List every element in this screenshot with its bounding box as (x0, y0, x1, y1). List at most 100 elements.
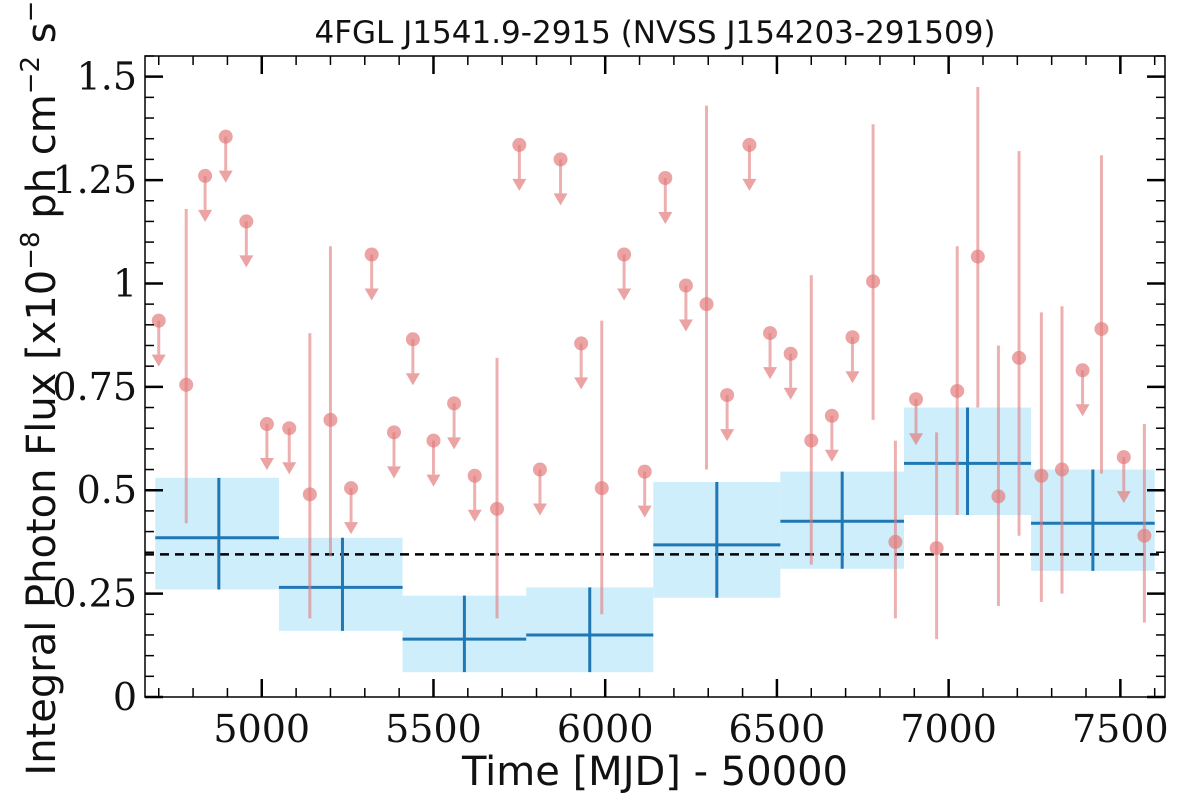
upper-limit-arrow-29 (1116, 491, 1131, 504)
y-axis-title-end: s (19, 22, 65, 56)
y-tick-label-0: 0 (113, 675, 137, 719)
upper-limit-point-15 (553, 152, 568, 167)
detection-point-14 (1034, 468, 1049, 483)
upper-limit-point-22 (742, 137, 757, 152)
upper-limit-point-12 (467, 468, 482, 483)
upper-limit-arrow-28 (1075, 404, 1090, 417)
detection-point-3 (490, 501, 505, 516)
y-axis-title-mid: ph cm (19, 94, 65, 231)
upper-limit-arrow-9 (405, 373, 420, 386)
upper-limit-arrow-16 (574, 377, 589, 390)
detection-point-11 (970, 249, 985, 264)
upper-limit-point-27 (909, 392, 924, 407)
detection-point-0 (179, 377, 194, 392)
upper-limit-arrow-10 (426, 474, 441, 487)
upper-limit-arrow-23 (763, 367, 778, 380)
detection-point-7 (866, 274, 881, 289)
long-bin-error-box-1 (278, 537, 403, 631)
upper-limit-arrow-11 (447, 437, 462, 450)
upper-limit-point-28 (1075, 363, 1090, 378)
upper-limit-arrow-24 (783, 387, 798, 400)
detection-point-6 (804, 433, 819, 448)
x-tick-label-3: 6500 (729, 707, 826, 751)
upper-limit-arrow-14 (532, 503, 547, 516)
upper-limit-arrow-8 (386, 466, 401, 479)
y-tick-label-5: 1.25 (52, 158, 137, 202)
upper-limit-point-2 (218, 129, 233, 144)
upper-limit-point-3 (239, 214, 254, 229)
x-axis-title: Time [MJD] - 50000 (461, 749, 848, 795)
upper-limit-point-6 (344, 481, 359, 496)
upper-limit-point-1 (198, 168, 213, 183)
upper-limit-arrow-21 (720, 429, 735, 442)
chart-title: 4FGL J1541.9-2915 (NVSS J154203-291509) (314, 15, 995, 51)
x-tick-label-1: 5500 (385, 707, 482, 751)
upper-limit-arrow-13 (512, 178, 527, 191)
upper-limit-arrow-27 (909, 433, 924, 446)
detection-point-5 (699, 297, 714, 312)
detection-point-10 (950, 383, 965, 398)
detection-point-13 (1012, 350, 1027, 365)
x-tick-label-0: 5000 (213, 707, 310, 751)
upper-limit-arrow-25 (824, 449, 839, 462)
upper-limit-arrow-3 (239, 255, 254, 268)
upper-limit-point-5 (282, 421, 297, 436)
upper-limit-point-19 (658, 170, 673, 185)
x-tick-label-2: 6000 (557, 707, 654, 751)
plot-frame (144, 55, 1166, 698)
upper-limit-point-24 (783, 346, 798, 361)
upper-limit-arrow-5 (282, 462, 297, 475)
upper-limit-point-4 (259, 417, 274, 432)
upper-limit-point-11 (447, 396, 462, 411)
upper-limit-point-18 (637, 464, 652, 479)
detection-point-12 (991, 489, 1006, 504)
upper-limit-arrow-20 (678, 319, 693, 332)
upper-limit-point-21 (720, 388, 735, 403)
y-tick-label-1: 0.25 (52, 572, 137, 616)
upper-limit-point-0 (151, 313, 166, 328)
upper-limit-arrow-22 (742, 178, 757, 191)
detection-point-16 (1094, 321, 1109, 336)
detection-point-17 (1137, 528, 1152, 543)
upper-limit-point-10 (426, 433, 441, 448)
detection-point-4 (594, 481, 609, 496)
y-tick-label-6: 1.5 (77, 55, 137, 99)
detection-point-8 (888, 534, 903, 549)
y-axis-title-exp1: −8 (16, 231, 46, 269)
upper-limit-point-20 (678, 278, 693, 293)
y-tick-label-2: 0.5 (77, 468, 137, 512)
upper-limit-arrow-18 (637, 505, 652, 518)
upper-limit-point-9 (405, 332, 420, 347)
y-axis-title: Integral Photon Flux [x10−8 ph cm−2 s−1] (16, 0, 65, 776)
y-axis-title-main: Integral Photon Flux [x10 (19, 270, 65, 776)
detection-point-9 (929, 541, 944, 556)
upper-limit-arrow-6 (344, 522, 359, 535)
upper-limit-arrow-12 (467, 509, 482, 522)
upper-limit-point-14 (532, 462, 547, 477)
upper-limit-arrow-15 (553, 193, 568, 206)
plot-area: 5000 5500 6000 6500 7000 7500 0 0.25 0.5 0.75 1 1.2… (52, 55, 1168, 751)
detection-point-2 (323, 412, 338, 427)
upper-limit-arrow-17 (617, 288, 632, 301)
upper-limit-point-8 (386, 425, 401, 440)
upper-limit-arrow-19 (658, 211, 673, 224)
y-tick-label-3: 0.75 (52, 365, 137, 409)
x-tick-label-4: 7000 (900, 707, 997, 751)
long-bin-error-box-0 (155, 477, 279, 590)
upper-limit-point-16 (574, 336, 589, 351)
detection-point-1 (302, 487, 317, 502)
detection-point-15 (1054, 462, 1069, 477)
upper-limit-arrow-0 (151, 354, 166, 367)
upper-limit-arrow-7 (364, 288, 379, 301)
x-tick-label-5: 7500 (1072, 707, 1169, 751)
upper-limit-arrow-2 (218, 170, 233, 183)
upper-limit-arrow-26 (845, 371, 860, 384)
upper-limit-arrow-4 (259, 458, 274, 471)
upper-limit-point-23 (763, 326, 778, 341)
y-tick-label-4: 1 (113, 261, 137, 305)
y-axis-title-exp3: −1 (16, 0, 46, 22)
y-axis-title-exp2: −2 (16, 56, 46, 94)
upper-limit-point-13 (512, 137, 527, 152)
upper-limit-point-25 (824, 408, 839, 423)
